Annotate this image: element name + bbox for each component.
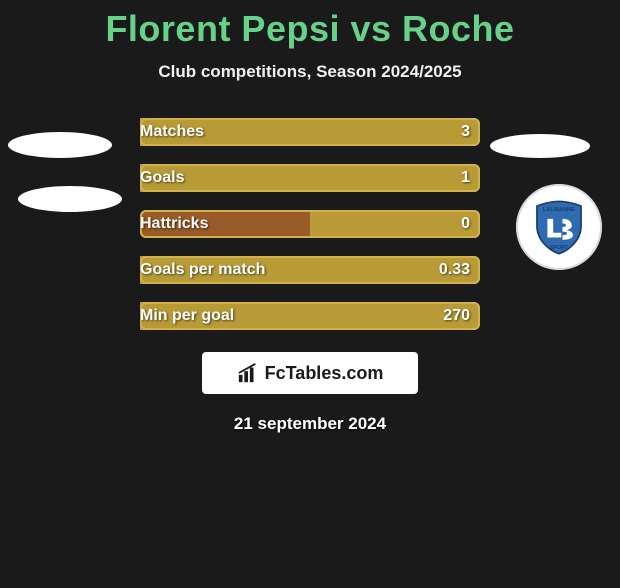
stat-row: Matches 3: [140, 118, 480, 146]
stat-label: Goals: [140, 169, 184, 187]
stat-label: Min per goal: [140, 307, 234, 325]
club-logo-svg: LAUSANNE SPORT: [530, 198, 588, 256]
stat-right-value: 270: [443, 307, 470, 325]
page-title: Florent Pepsi vs Roche: [0, 8, 620, 50]
player-right-oval: [490, 134, 590, 158]
club-bottom-text: SPORT: [550, 245, 569, 251]
stat-row: Goals 1: [140, 164, 480, 192]
stat-right-value: 1: [461, 169, 470, 187]
club-logo: LAUSANNE SPORT: [516, 184, 602, 270]
subtitle: Club competitions, Season 2024/2025: [0, 62, 620, 82]
player-left-oval-1: [8, 132, 112, 158]
stat-right-value: 3: [461, 123, 470, 141]
brand-box: FcTables.com: [202, 352, 418, 394]
stat-bar-right-seg: [140, 164, 480, 192]
stat-right-value: 0: [461, 215, 470, 233]
brand-text: FcTables.com: [265, 363, 384, 384]
stat-label: Matches: [140, 123, 204, 141]
stat-label: Hattricks: [140, 215, 208, 233]
stat-row: Hattricks 0: [140, 210, 480, 238]
club-top-text: LAUSANNE: [543, 207, 575, 213]
player-left-oval-2: [18, 186, 122, 212]
stat-bar-bg: [140, 164, 480, 192]
stat-label: Goals per match: [140, 261, 265, 279]
stat-right-value: 0.33: [439, 261, 470, 279]
stat-bar-right-seg: [310, 210, 480, 238]
date-text: 21 september 2024: [0, 414, 620, 434]
stat-row: Goals per match 0.33: [140, 256, 480, 284]
bars-icon: [237, 362, 259, 384]
stat-row: Min per goal 270: [140, 302, 480, 330]
